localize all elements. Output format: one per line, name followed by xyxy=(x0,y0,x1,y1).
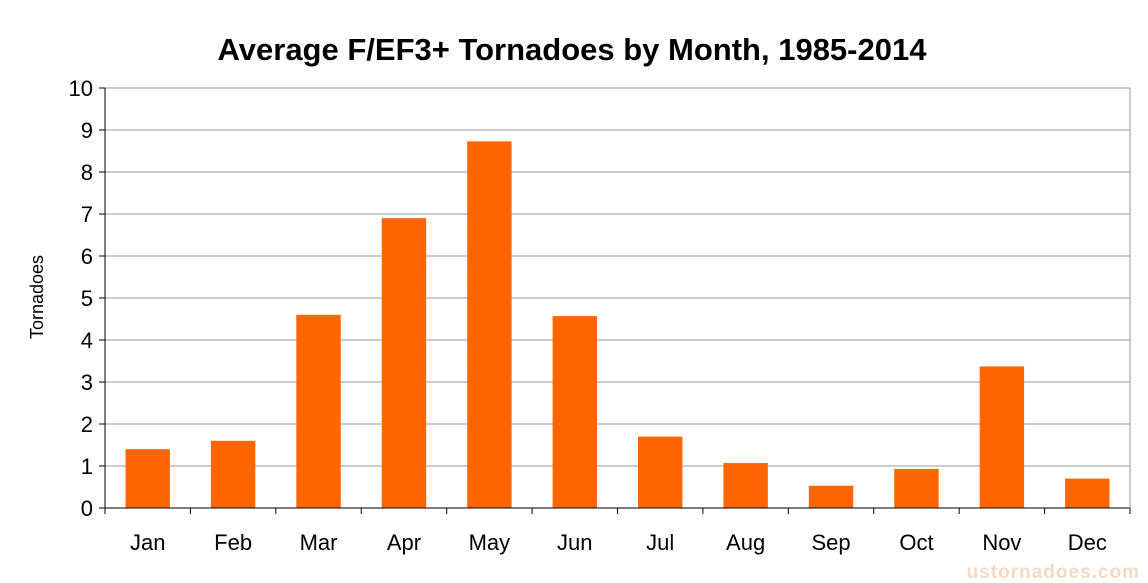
y-tick-label: 5 xyxy=(81,286,93,311)
y-tick-label: 6 xyxy=(81,244,93,269)
y-tick-label: 8 xyxy=(81,160,93,185)
bar-aug xyxy=(723,463,768,508)
y-tick-label: 7 xyxy=(81,202,93,227)
bar-may xyxy=(467,141,512,508)
x-tick-label: May xyxy=(469,530,511,555)
bar-dec xyxy=(1065,478,1110,508)
bar-sep xyxy=(808,485,854,508)
y-axis-label: Tornadoes xyxy=(27,255,47,339)
y-tick-label: 3 xyxy=(81,370,93,395)
y-tick-label: 1 xyxy=(81,454,93,479)
watermark: ustornadoes.com xyxy=(967,562,1140,583)
x-tick-label: Jun xyxy=(557,530,592,555)
x-tick-label: Sep xyxy=(811,530,850,555)
x-tick-label: Dec xyxy=(1068,530,1107,555)
x-tick-label: Mar xyxy=(300,530,338,555)
x-tick-label: Nov xyxy=(982,530,1021,555)
bar-apr xyxy=(381,218,427,508)
y-tick-label: 4 xyxy=(81,328,93,353)
bar-jun xyxy=(552,316,597,508)
y-tick-label: 0 xyxy=(81,496,93,521)
x-tick-label: Feb xyxy=(214,530,252,555)
bar-feb xyxy=(210,440,256,508)
bar-nov xyxy=(979,366,1025,508)
bars xyxy=(125,141,1110,508)
x-tick-labels: Jan Feb Mar Apr May Jun Jul Aug Sep Oct Nov Dec xyxy=(130,530,1107,555)
y-tick-label: 9 xyxy=(81,118,93,143)
bar-oct xyxy=(894,468,939,508)
gridlines xyxy=(105,87,1130,467)
bar-jul xyxy=(638,436,683,508)
y-tick-label: 2 xyxy=(81,412,93,437)
x-tick-label: Oct xyxy=(899,530,933,555)
bar-mar xyxy=(296,314,341,508)
y-tick-label: 10 xyxy=(69,76,93,101)
y-tick-labels: 0 1 2 3 4 5 6 7 8 9 10 xyxy=(69,76,93,521)
chart-title: Average F/EF3+ Tornadoes by Month, 1985-… xyxy=(218,32,928,67)
x-tick-label: Jan xyxy=(130,530,165,555)
axes xyxy=(99,87,1131,514)
bar-jan xyxy=(125,449,170,508)
x-tick-label: Aug xyxy=(726,530,765,555)
x-tick-label: Jul xyxy=(646,530,674,555)
x-tick-label: Apr xyxy=(387,530,421,555)
